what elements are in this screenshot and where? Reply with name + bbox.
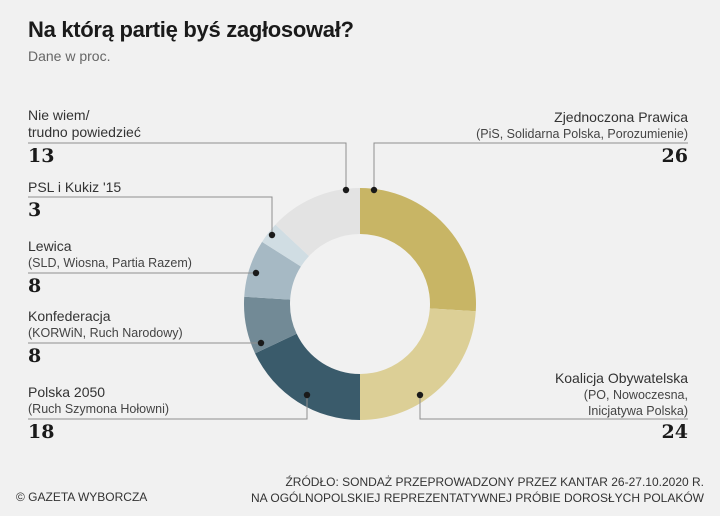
- donut-slice: [243, 296, 297, 354]
- label-polska-2050: Polska 2050 (Ruch Szymona Hołowni): [28, 384, 169, 417]
- copyright: © GAZETA WYBORCZA: [16, 490, 148, 504]
- value-koalicja-obywatelska: 24: [661, 421, 688, 443]
- label-lewica-name: Lewica: [28, 238, 72, 254]
- label-zp-sub: (PiS, Solidarna Polska, Porozumienie): [476, 127, 688, 141]
- label-lewica-sub: (SLD, Wiosna, Partia Razem): [28, 256, 192, 270]
- label-nie-wiem-line1: Nie wiem/: [28, 107, 90, 123]
- label-konfederacja-name: Konfederacja: [28, 308, 111, 324]
- leader-dots: [252, 186, 424, 399]
- label-ko-sub2: Inicjatywa Polska): [587, 404, 688, 418]
- label-konfederacja: Konfederacja (KORWiN, Ruch Narodowy): [28, 308, 183, 341]
- source-line-2: NA OGÓLNOPOLSKIEJ REPREZENTATYWNEJ PRÓBI…: [251, 491, 704, 505]
- value-lewica: 8: [28, 275, 42, 297]
- label-polska-2050-sub: (Ruch Szymona Hołowni): [28, 402, 170, 416]
- value-zjednoczona-prawica: 26: [661, 145, 688, 167]
- donut-slice: [244, 241, 301, 300]
- label-polska-2050-name: Polska 2050: [28, 384, 106, 400]
- source-note: ŹRÓDŁO: SONDAŻ PRZEPROWADZONY PRZEZ KANT…: [251, 474, 704, 506]
- label-konfederacja-sub: (KORWiN, Ruch Narodowy): [28, 326, 183, 340]
- value-konfederacja: 8: [28, 345, 42, 367]
- donut-slice: [255, 333, 360, 420]
- label-lewica: Lewica (SLD, Wiosna, Partia Razem): [28, 238, 192, 271]
- chart-title: Na którą partię byś zagłosował?: [28, 17, 354, 42]
- source-line-1: ŹRÓDŁO: SONDAŻ PRZEPROWADZONY PRZEZ KANT…: [285, 475, 704, 489]
- label-ko-sub1: (PO, Nowoczesna,: [583, 388, 688, 402]
- label-nie-wiem-line2: trudno powiedzieć: [28, 124, 141, 140]
- label-zp-name: Zjednoczona Prawica: [554, 109, 688, 125]
- label-psl: PSL i Kukiz '15: [28, 179, 122, 195]
- label-ko-name: Koalicja Obywatelska: [554, 370, 688, 386]
- donut-slice: [360, 308, 476, 420]
- label-nie-wiem: Nie wiem/ trudno powiedzieć: [28, 107, 141, 141]
- chart-subtitle: Dane w proc.: [28, 48, 111, 64]
- donut-slices: [243, 188, 476, 420]
- value-psl: 3: [28, 199, 42, 221]
- label-zjednoczona-prawica: Zjednoczona Prawica (PiS, Solidarna Pols…: [476, 109, 688, 142]
- label-koalicja-obywatelska: Koalicja Obywatelska (PO, Nowoczesna, In…: [555, 370, 688, 419]
- value-nie-wiem: 13: [28, 145, 55, 167]
- leader-lines: [28, 142, 688, 420]
- donut-slice: [360, 188, 476, 312]
- value-polska-2050: 18: [28, 421, 55, 443]
- donut-slice: [275, 188, 360, 257]
